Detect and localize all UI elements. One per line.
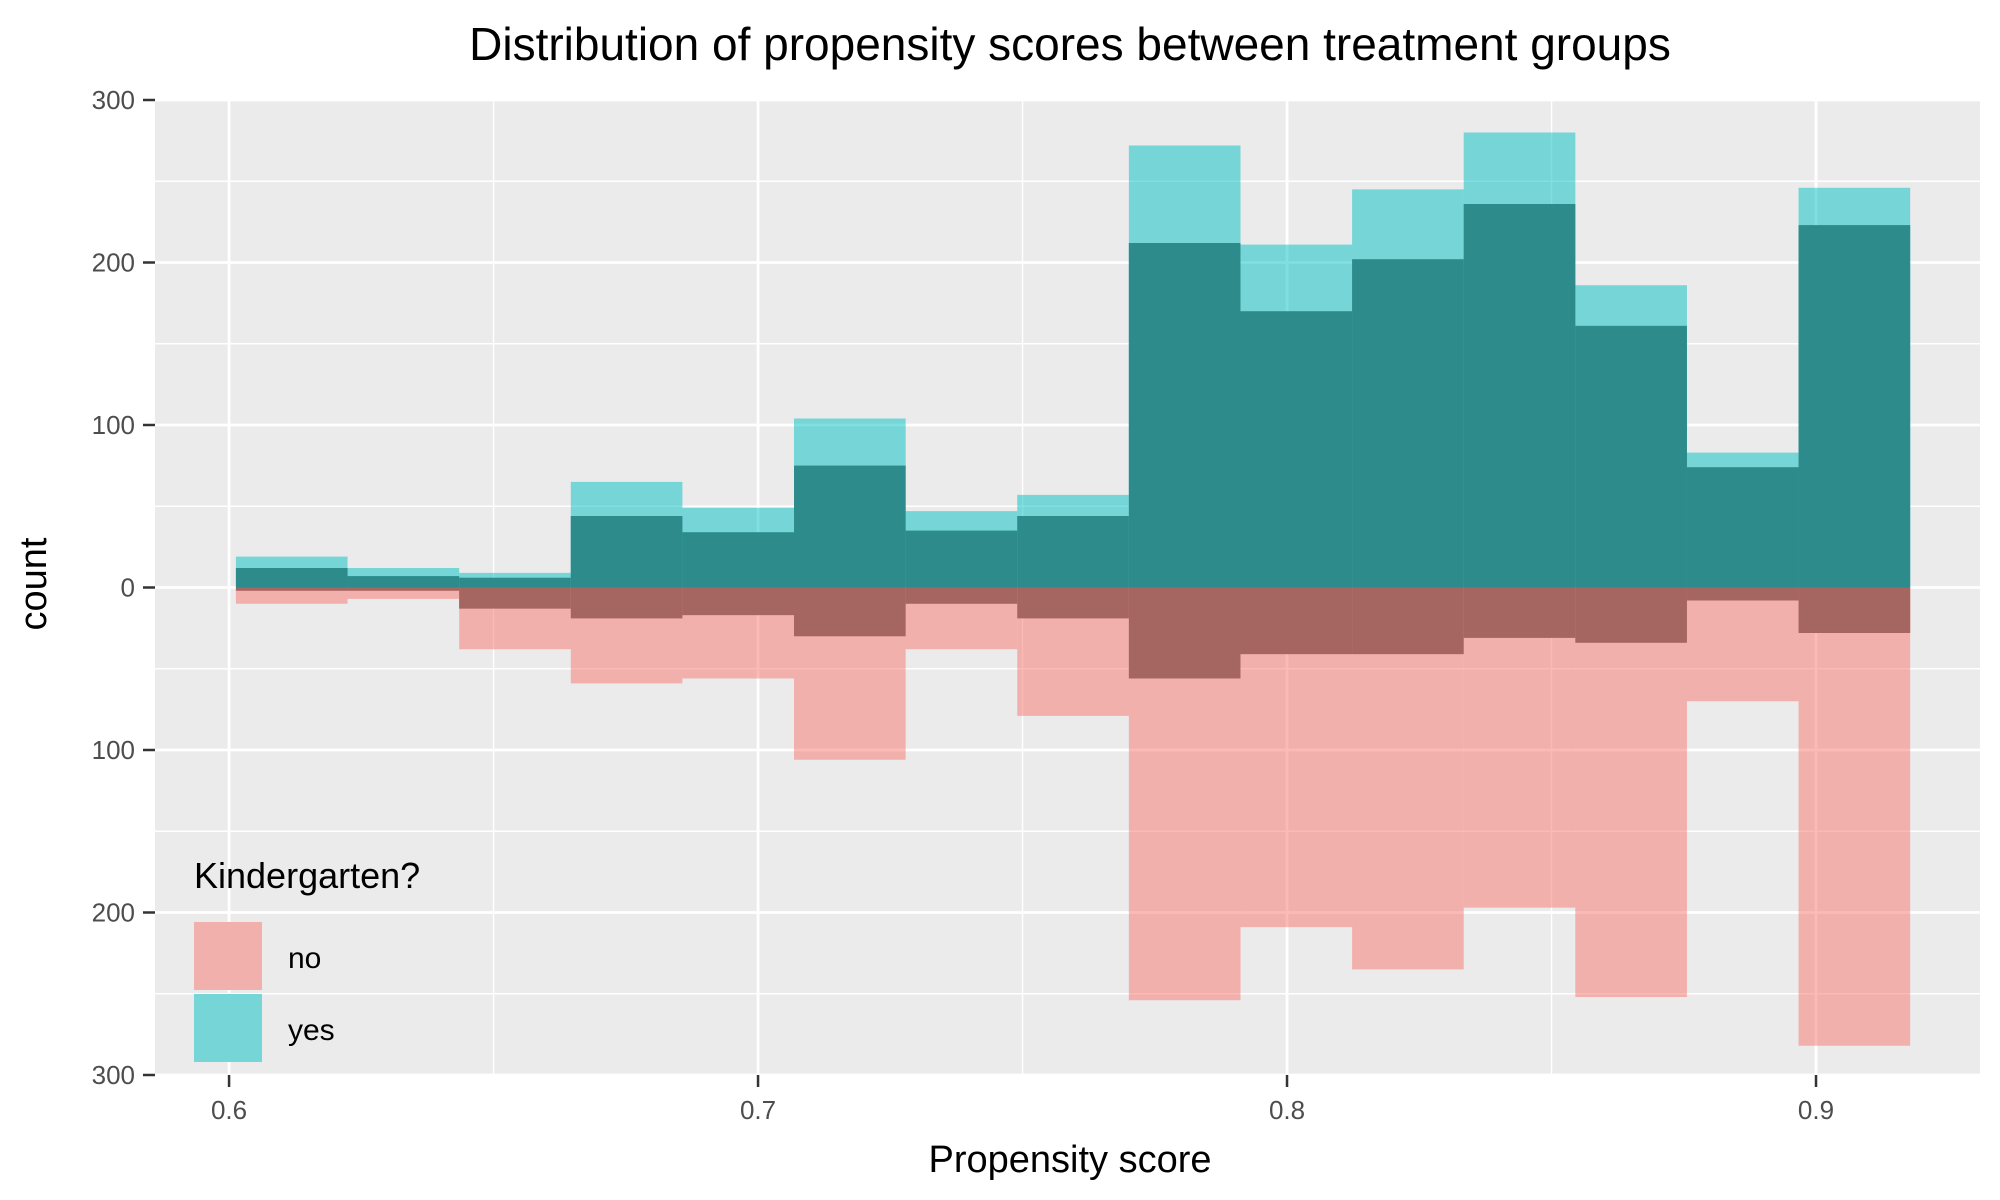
legend-label-no: no bbox=[288, 942, 321, 975]
bar-no-overlap-bin14 bbox=[1686, 587, 1799, 601]
bar-yes-overlap-bin14 bbox=[1686, 467, 1799, 588]
bar-no-overlap-bin5 bbox=[682, 587, 795, 616]
bar-no-layer1-bin2 bbox=[347, 587, 460, 599]
bar-no-overlap-bin13 bbox=[1575, 587, 1687, 643]
bar-yes-overlap-bin8 bbox=[1017, 516, 1129, 588]
bar-yes-overlap-bin6 bbox=[794, 465, 906, 588]
y-tick-label: 100 bbox=[92, 410, 135, 440]
bar-no-overlap-bin12 bbox=[1463, 587, 1576, 638]
y-axis-title: count bbox=[13, 537, 55, 630]
bar-yes-overlap-bin9 bbox=[1128, 243, 1241, 588]
bar-no-overlap-bin9 bbox=[1128, 587, 1241, 679]
x-tick-label: 0.9 bbox=[1798, 1095, 1834, 1125]
bar-no-layer1-bin13 bbox=[1575, 587, 1687, 997]
legend-title: Kindergarten? bbox=[194, 855, 420, 896]
y-tick-label: 300 bbox=[92, 85, 135, 115]
bar-yes-overlap-bin5 bbox=[682, 532, 795, 588]
bar-no-layer1-bin15 bbox=[1798, 587, 1911, 1046]
y-tick-label: 0 bbox=[121, 573, 135, 603]
x-tick-label: 0.6 bbox=[211, 1095, 247, 1125]
bar-yes-overlap-bin12 bbox=[1463, 204, 1576, 588]
bar-yes-overlap-bin3 bbox=[459, 577, 571, 588]
x-axis: 0.6 0.7 0.8 0.9 bbox=[211, 1075, 1834, 1125]
bar-yes-overlap-bin13 bbox=[1575, 325, 1687, 588]
legend-label-yes: yes bbox=[288, 1014, 335, 1047]
bar-yes-overlap-bin10 bbox=[1240, 311, 1353, 588]
x-axis-title: Propensity score bbox=[928, 1139, 1211, 1181]
bar-no-overlap-bin4 bbox=[570, 587, 683, 619]
y-tick-label: 300 bbox=[92, 1060, 135, 1090]
bar-yes-overlap-bin15 bbox=[1798, 225, 1911, 588]
bar-no-overlap-bin8 bbox=[1017, 587, 1129, 619]
bar-yes-overlap-bin2 bbox=[347, 576, 460, 588]
bar-no-layer1-bin14 bbox=[1686, 587, 1799, 702]
legend-swatch-no bbox=[194, 922, 262, 990]
x-tick-label: 0.7 bbox=[740, 1095, 776, 1125]
y-tick-label: 200 bbox=[92, 248, 135, 278]
y-tick-label: 200 bbox=[92, 898, 135, 928]
bar-yes-overlap-bin11 bbox=[1352, 259, 1464, 588]
legend-swatch-yes bbox=[194, 994, 262, 1062]
bar-no-overlap-bin2 bbox=[347, 587, 460, 591]
chart-title: Distribution of propensity scores betwee… bbox=[469, 18, 1671, 70]
bar-no-overlap-bin3 bbox=[459, 587, 571, 609]
bar-no-overlap-bin10 bbox=[1240, 587, 1353, 655]
x-tick-label: 0.8 bbox=[1269, 1095, 1305, 1125]
bar-no-layer1-bin1 bbox=[235, 587, 348, 604]
bar-no-overlap-bin15 bbox=[1798, 587, 1911, 633]
bar-no-overlap-bin1 bbox=[235, 587, 348, 591]
bar-no-overlap-bin6 bbox=[794, 587, 906, 637]
y-tick-label: 100 bbox=[92, 735, 135, 765]
bar-no-overlap-bin7 bbox=[905, 587, 1018, 604]
legend: Kindergarten? no yes bbox=[194, 855, 420, 1062]
bar-yes-overlap-bin4 bbox=[570, 516, 683, 588]
y-axis: 300 200 100 0 100 200 300 bbox=[92, 85, 155, 1090]
bar-no-layer1-bin12 bbox=[1463, 587, 1576, 908]
bar-yes-overlap-bin1 bbox=[235, 568, 348, 588]
bar-yes-overlap-bin7 bbox=[905, 530, 1018, 588]
bar-no-overlap-bin11 bbox=[1352, 587, 1464, 655]
histogram-bars bbox=[235, 132, 1911, 1046]
